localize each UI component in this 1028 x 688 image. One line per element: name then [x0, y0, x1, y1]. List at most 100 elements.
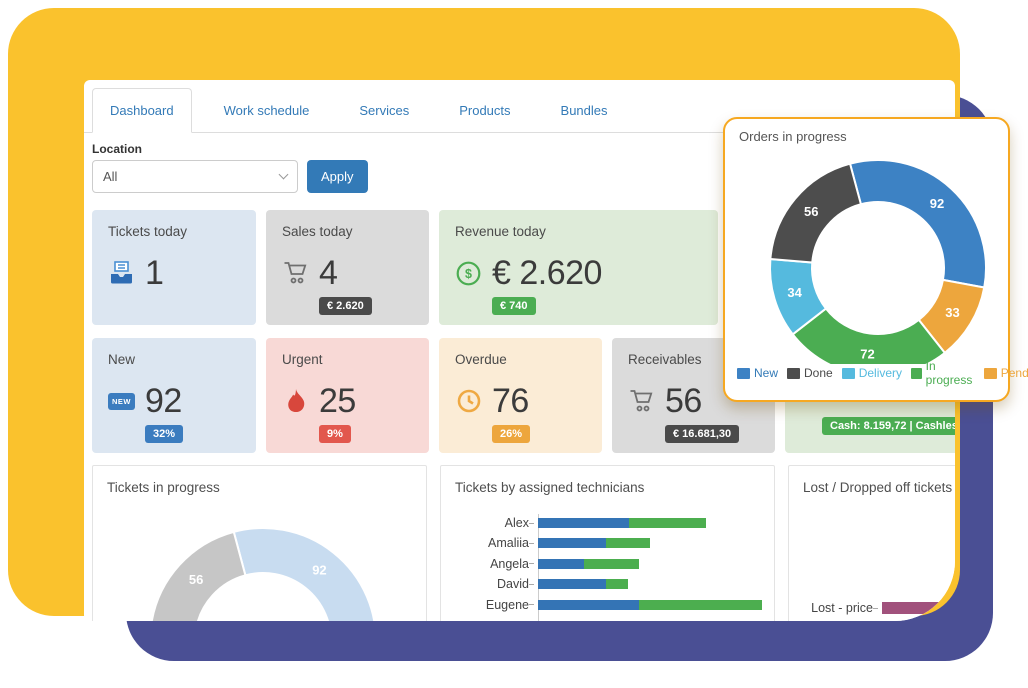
- legend-swatch: [983, 367, 997, 379]
- axis-tick: [529, 604, 534, 606]
- lost-price-bar: [882, 602, 955, 614]
- bar-category-label: Eugene: [485, 597, 529, 612]
- bar-row: Amaliia: [455, 536, 766, 551]
- lost-dropped-card: Lost / Dropped off tickets Lost - price: [788, 465, 955, 621]
- orders-card-title: Orders in progress: [739, 129, 847, 144]
- bar-row: Alex: [455, 516, 766, 530]
- stat-badge: 9%: [319, 425, 351, 443]
- stat-badge: 26%: [492, 425, 531, 443]
- stat-value: 76: [492, 382, 529, 420]
- legend-label: Pending: [1000, 366, 1028, 380]
- donut-segment: [769, 162, 863, 264]
- stat-card-title: Receivables: [628, 352, 702, 367]
- section-title: Lost / Dropped off tickets: [803, 480, 953, 495]
- stat-card-overdue: Overdue 76 26%: [439, 338, 602, 453]
- stat-card-tickets-today: Tickets today 1: [92, 210, 256, 325]
- ticket-printer-icon: [108, 260, 135, 287]
- dollar-circle-icon: $: [455, 260, 482, 287]
- donut-segment: [232, 527, 376, 621]
- tab-work-schedule[interactable]: Work schedule: [223, 102, 310, 118]
- legend-label: Done: [804, 366, 833, 380]
- cart-icon: [628, 388, 655, 414]
- donut-segment-label: 92: [312, 562, 326, 577]
- legend-item[interactable]: Pending: [983, 366, 1028, 380]
- new-badge-icon: NEW: [108, 392, 135, 410]
- legend-item[interactable]: New: [737, 366, 778, 380]
- legend-item[interactable]: In progress: [911, 359, 975, 387]
- donut-segment-label: 34: [787, 285, 802, 300]
- section-title: Tickets in progress: [107, 480, 220, 495]
- bar-row: Eugene: [455, 597, 766, 612]
- tab-services[interactable]: Services: [359, 102, 410, 118]
- tab-bar: Dashboard Work schedule Services Product…: [84, 88, 955, 133]
- axis-tick: [529, 563, 534, 565]
- tab-bundles[interactable]: Bundles: [560, 102, 608, 118]
- lost-price-bar-chart: Lost - price: [803, 601, 955, 615]
- clock-icon: [455, 389, 482, 413]
- stat-value: 92: [145, 382, 182, 420]
- stat-card-sales-today: Sales today 4 € 2.620: [266, 210, 429, 325]
- tab-products[interactable]: Products: [459, 102, 511, 118]
- tickets-in-progress-card: Tickets in progress 92 56: [92, 465, 427, 621]
- bar-segment-blue: [538, 518, 629, 528]
- legend-label: In progress: [925, 359, 973, 387]
- technicians-bar-chart: Alex Amaliia Angela David Eugene: [455, 516, 766, 620]
- bar-segment-green: [629, 518, 706, 528]
- legend-item[interactable]: Delivery: [841, 366, 903, 380]
- dollar-glyph: $: [465, 267, 472, 281]
- stat-card-title: Sales today: [282, 224, 353, 239]
- stat-badge: 32%: [145, 425, 184, 443]
- stat-card-new: New NEW 92 32%: [92, 338, 256, 453]
- legend-swatch: [911, 367, 922, 379]
- legend-swatch: [841, 367, 855, 379]
- location-select[interactable]: All: [92, 160, 298, 193]
- bar-segment-green: [639, 599, 762, 610]
- donut-segment-label: 56: [189, 572, 203, 587]
- donut-segment-label: 56: [804, 204, 818, 219]
- legend-label: New: [754, 366, 779, 380]
- tickets-in-progress-donut: 92 56: [150, 527, 376, 621]
- orders-legend: New Done Delivery In progress Pending: [737, 359, 1028, 387]
- stat-badge: € 740: [492, 297, 536, 315]
- stat-card-title: Overdue: [455, 352, 507, 367]
- location-select-value: All: [103, 169, 118, 184]
- bar-segment-green: [584, 558, 639, 569]
- apply-button[interactable]: Apply: [307, 160, 368, 193]
- stat-badge: € 16.681,30: [665, 425, 740, 443]
- bar-segment-blue: [538, 579, 606, 590]
- legend-label: Delivery: [858, 366, 903, 380]
- stat-value: 56: [665, 382, 702, 420]
- bar-row: Angela: [455, 556, 766, 571]
- cart-icon: [282, 260, 309, 286]
- axis-tick: [873, 607, 878, 609]
- bar-category-label: David: [497, 577, 529, 592]
- axis-tick: [529, 542, 534, 544]
- axis-tick: [529, 583, 534, 585]
- bar-segment-blue: [538, 599, 639, 610]
- location-label: Location: [92, 142, 142, 156]
- bar-category-label: Amaliia: [488, 536, 529, 551]
- stat-card-revenue-today: Revenue today $ € 2.620 € 740: [439, 210, 718, 325]
- tab-dashboard[interactable]: Dashboard: [92, 88, 192, 133]
- stat-card-title: Revenue today: [455, 224, 546, 239]
- bar-segment-green: [606, 579, 628, 590]
- bar-segment-blue: [538, 558, 584, 569]
- stat-card-title: Tickets today: [108, 224, 188, 239]
- stat-card-urgent: Urgent 25 9%: [266, 338, 429, 453]
- stat-card-title: New: [108, 352, 136, 367]
- legend-item[interactable]: Done: [787, 366, 833, 380]
- donut-segment-label: 92: [930, 196, 944, 211]
- stat-card-title: Urgent: [282, 352, 323, 367]
- donut-segment-label: 33: [945, 305, 959, 320]
- donut-segment: [848, 159, 987, 289]
- stat-value: 4: [319, 254, 338, 292]
- flame-icon: [282, 388, 309, 414]
- orders-donut-chart: 92 33 72 34 56: [769, 159, 987, 364]
- stats-row-1: Tickets today 1 Sales today: [92, 210, 718, 325]
- bar-segment-green: [606, 538, 650, 549]
- cash-badge: Cash: 8.159,72 | Cashless: 2: [822, 417, 955, 435]
- stat-value: € 2.620: [492, 254, 602, 292]
- donut-segment-label: 72: [860, 346, 874, 361]
- bar-row: David: [455, 577, 766, 592]
- bar-category-label: Angela: [490, 556, 529, 571]
